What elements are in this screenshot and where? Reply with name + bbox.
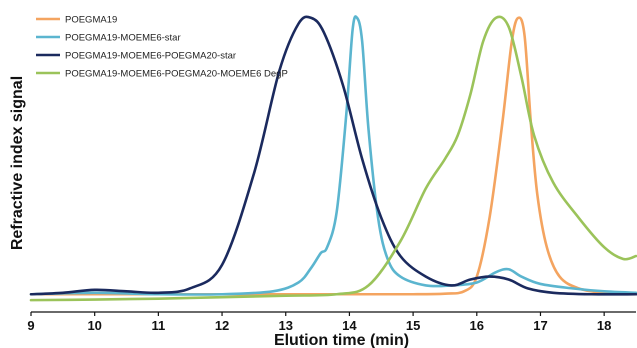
x-tick-label: 11: [151, 318, 165, 333]
legend-label-4: POEGMA19-MOEME6-POEGMA20-MOEME6 DegP: [65, 69, 288, 80]
series-line-3: [29, 15, 637, 296]
x-tick-label: 10: [87, 318, 101, 333]
x-tick-label: 18: [597, 318, 611, 333]
series-layer: [29, 15, 637, 302]
legend-label-1: POEGMA19: [65, 15, 117, 26]
x-tick-label: 13: [279, 318, 293, 333]
legend: POEGMA19 POEGMA19-MOEME6-star POEGMA19-MOE…: [36, 15, 288, 80]
y-axis-title: Refractive index signal: [9, 76, 26, 250]
legend-label-2: POEGMA19-MOEME6-star: [65, 33, 181, 44]
x-tick-label: 15: [406, 318, 420, 333]
x-tick-label: 14: [342, 318, 357, 333]
series-line-1: [29, 16, 637, 296]
series-line-2: [29, 15, 637, 296]
x-ticks: 9 10 11 12 13 14 15 16 17 18: [27, 312, 611, 333]
x-tick-label: 9: [27, 318, 34, 333]
x-tick-label: 16: [470, 318, 484, 333]
x-axis-title: Elution time (min): [274, 332, 409, 348]
x-tick-label: 17: [533, 318, 547, 333]
plot-area: 9 10 11 12 13 14 15 16 17 18: [27, 15, 637, 333]
x-tick-label: 12: [215, 318, 229, 333]
legend-label-3: POEGMA19-MOEME6-POEGMA20-star: [65, 51, 236, 62]
series-line-4: [29, 15, 637, 302]
